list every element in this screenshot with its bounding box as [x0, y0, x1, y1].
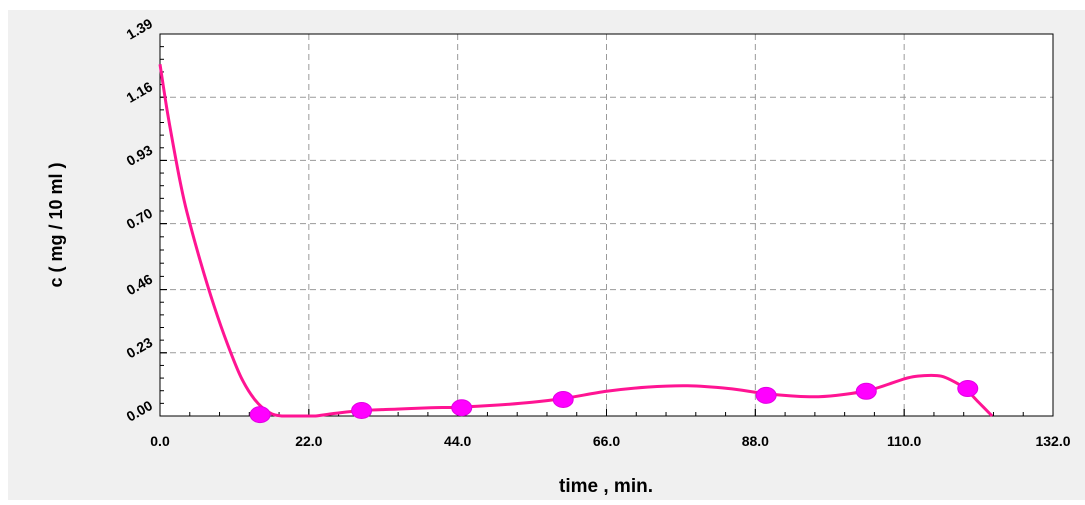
data-point: [855, 382, 877, 400]
x-tick-label: 0.0: [150, 433, 170, 449]
x-tick-label: 132.0: [1035, 433, 1070, 449]
x-tick-labels: 0.0 22.0 44.0 66.0 88.0 110.0 132.0: [150, 433, 1070, 449]
data-point: [755, 386, 777, 404]
x-tick-label: 22.0: [295, 433, 322, 449]
data-point: [957, 380, 979, 398]
data-point: [451, 399, 473, 417]
x-tick-label: 44.0: [444, 433, 471, 449]
grid-lines: [160, 34, 1053, 416]
y-axis-label: c ( mg / 10 ml ): [46, 162, 66, 287]
x-tick-label: 66.0: [593, 433, 620, 449]
x-tick-label: 110.0: [887, 433, 921, 449]
plot-frame: [159, 33, 1054, 417]
data-point: [552, 391, 574, 409]
x-axis-label: time , min.: [559, 476, 653, 497]
data-point: [351, 402, 373, 420]
curve-layer: [158, 64, 994, 418]
data-point: [249, 406, 271, 424]
points-layer: [249, 380, 979, 424]
fitted-curve-line: [158, 64, 994, 418]
x-tick-label: 88.0: [742, 433, 769, 449]
